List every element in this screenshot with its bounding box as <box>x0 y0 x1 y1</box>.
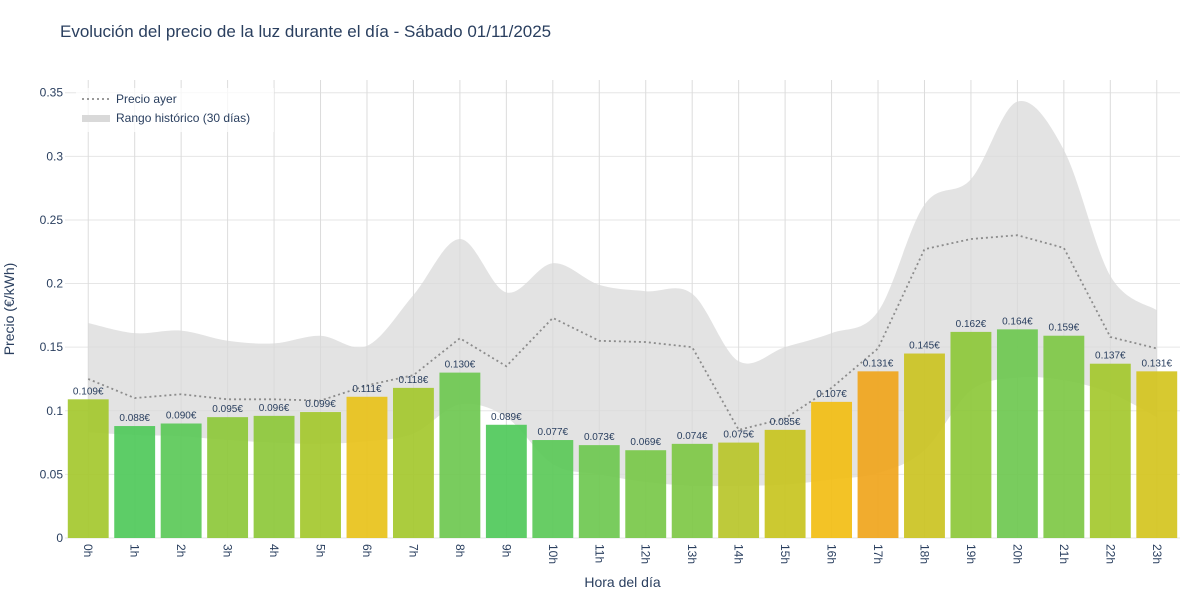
chart-title: Evolución del precio de la luz durante e… <box>60 22 552 41</box>
price-bar-0h <box>67 399 109 538</box>
bar-value-label: 0.090€ <box>166 411 197 422</box>
x-tick-label: 16h <box>825 544 839 564</box>
x-tick-label: 11h <box>592 544 606 563</box>
price-bar-3h <box>207 417 249 538</box>
x-tick-label: 3h <box>221 544 235 557</box>
price-bar-1h <box>114 426 156 538</box>
y-tick-label: 0.05 <box>40 467 64 481</box>
legend[interactable]: Precio ayer Rango histórico (30 días) <box>76 88 274 132</box>
x-tick-label: 17h <box>871 544 885 564</box>
legend-item-yesterday[interactable]: Precio ayer <box>116 92 177 106</box>
y-tick-label: 0.15 <box>40 340 64 354</box>
price-bar-15h <box>764 429 806 538</box>
bar-value-label: 0.145€ <box>909 341 940 352</box>
bar-value-label: 0.075€ <box>723 430 754 441</box>
x-tick-label: 21h <box>1057 544 1071 564</box>
price-bar-22h <box>1089 363 1131 538</box>
bar-value-label: 0.164€ <box>1002 316 1033 327</box>
bar-labels-layer: 0.109€ 0.088€ 0.090€ 0.095€ 0.096€ 0.099€ 0.11… <box>73 316 1173 448</box>
bar-value-label: 0.111€ <box>352 384 382 395</box>
price-bar-19h <box>950 331 992 538</box>
y-axis-title: Precio (€/kWh) <box>1 263 17 356</box>
price-bar-2h <box>160 423 202 538</box>
x-tick-label: 20h <box>1010 544 1024 564</box>
price-bar-14h <box>718 442 760 538</box>
axis-layer: 0 0.05 0.1 0.15 0.2 0.25 0.3 0.35 0h 1h 2h 3h 4h 5h 6h… <box>1 86 1164 590</box>
x-tick-label: 6h <box>360 544 374 557</box>
y-tick-label: 0 <box>56 531 63 545</box>
bar-value-label: 0.107€ <box>816 389 847 400</box>
y-tick-label: 0.2 <box>46 277 63 291</box>
x-tick-label: 8h <box>453 544 467 557</box>
bar-value-label: 0.095€ <box>212 404 243 415</box>
x-axis-title: Hora del día <box>584 574 660 590</box>
price-bar-17h <box>857 371 899 538</box>
price-bar-8h <box>439 372 481 538</box>
x-tick-label: 2h <box>174 544 188 557</box>
bar-value-label: 0.069€ <box>630 437 661 448</box>
x-tick-label: 15h <box>778 544 792 564</box>
historical-range-area <box>88 100 1157 487</box>
bar-value-label: 0.137€ <box>1095 351 1126 362</box>
price-bar-18h <box>904 353 945 538</box>
y-tick-label: 0.25 <box>40 213 64 227</box>
x-tick-label: 14h <box>732 544 746 564</box>
x-tick-label: 9h <box>499 544 513 557</box>
bar-value-label: 0.118€ <box>399 375 429 386</box>
price-bar-20h <box>996 329 1038 538</box>
x-tick-label: 5h <box>314 544 328 557</box>
x-tick-label: 1h <box>128 544 142 557</box>
bar-value-label: 0.077€ <box>538 427 569 438</box>
price-bar-10h <box>532 440 574 538</box>
bar-value-label: 0.131€ <box>863 358 894 369</box>
bar-value-label: 0.089€ <box>491 412 522 423</box>
price-bar-5h <box>300 412 341 538</box>
x-tick-label: 12h <box>639 544 653 564</box>
x-tick-label: 4h <box>267 544 281 557</box>
y-tick-label: 0.1 <box>46 404 63 418</box>
bars-layer <box>67 329 1178 538</box>
bar-value-label: 0.109€ <box>73 386 104 397</box>
historical-range-band <box>88 100 1157 487</box>
price-bar-11h <box>578 445 620 538</box>
bar-value-label: 0.085€ <box>770 417 801 428</box>
x-tick-label: 22h <box>1103 544 1117 564</box>
bar-value-label: 0.088€ <box>119 413 150 424</box>
x-tick-label: 13h <box>685 544 699 564</box>
price-bar-4h <box>253 415 295 538</box>
bar-value-label: 0.162€ <box>956 319 987 330</box>
y-tick-label: 0.3 <box>46 149 63 163</box>
price-bar-12h <box>625 450 667 538</box>
x-tick-label: 18h <box>917 544 931 564</box>
legend-background <box>76 88 274 132</box>
price-bar-7h <box>392 387 434 538</box>
x-tick-label: 23h <box>1150 544 1164 564</box>
bar-value-label: 0.099€ <box>305 399 336 410</box>
x-tick-label: 19h <box>964 544 978 564</box>
y-tick-label: 0.35 <box>40 86 64 100</box>
bar-value-label: 0.130€ <box>445 360 476 371</box>
x-tick-label: 7h <box>406 544 420 557</box>
price-bar-6h <box>346 396 388 538</box>
price-bar-23h <box>1136 371 1178 538</box>
x-tick-label: 10h <box>546 544 560 564</box>
legend-range-swatch <box>82 115 110 122</box>
x-tick-label: 0h <box>81 544 95 557</box>
legend-item-range[interactable]: Rango histórico (30 días) <box>116 111 250 125</box>
bar-value-label: 0.074€ <box>677 431 708 442</box>
price-bar-9h <box>485 424 527 538</box>
bar-value-label: 0.096€ <box>259 403 290 414</box>
bar-value-label: 0.073€ <box>584 432 615 443</box>
price-bar-16h <box>811 401 853 538</box>
bar-value-label: 0.131€ <box>1141 358 1172 369</box>
bar-value-label: 0.159€ <box>1049 323 1080 334</box>
price-bar-13h <box>671 443 713 538</box>
price-bar-21h <box>1043 335 1085 538</box>
